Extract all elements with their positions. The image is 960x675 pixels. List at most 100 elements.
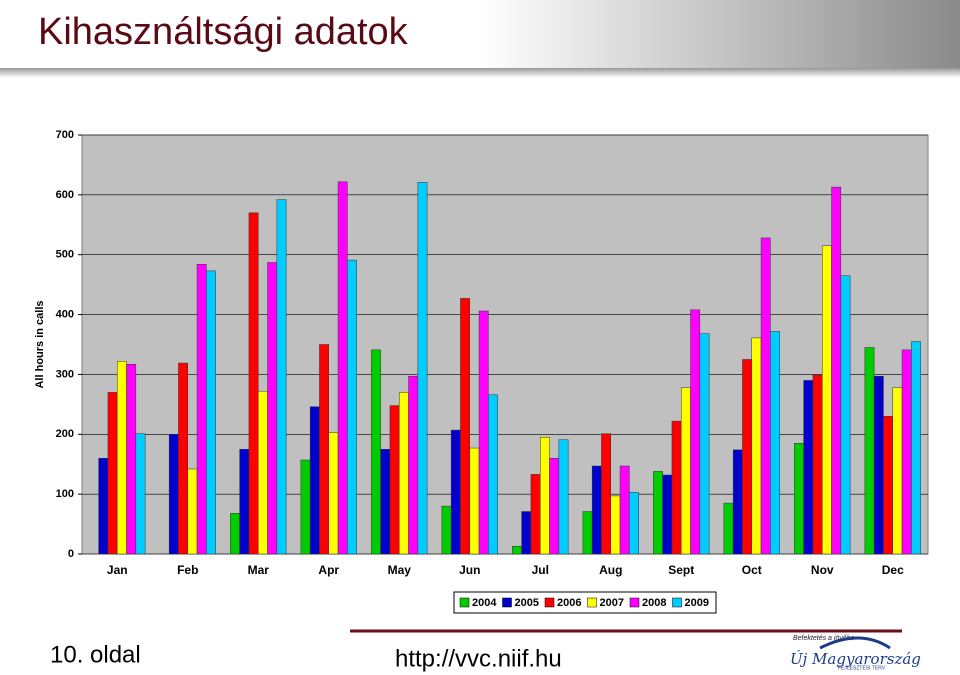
legend-label: 2007 [600,597,624,609]
x-tick-label: Feb [177,563,198,577]
bar [319,344,330,555]
bar [610,495,621,555]
bar [196,264,207,555]
bar [751,337,762,555]
bar [629,492,639,555]
bar [460,298,471,555]
legend-swatch [459,597,470,608]
bar [549,457,560,555]
bar [469,447,480,555]
bar [742,359,753,555]
bar [540,437,550,555]
bar [864,347,875,555]
bar [770,331,780,555]
legend-swatch [502,597,512,608]
logo-name: Új Magyarország [790,650,921,668]
bar [883,416,894,555]
legend-label: 2009 [685,597,709,609]
bar [408,375,419,555]
bar [488,394,498,555]
bar [892,387,903,555]
bar [230,513,240,555]
bar [187,468,198,555]
legend-label: 2004 [472,597,497,609]
bar [248,212,259,555]
x-tick-label: Nov [811,563,834,577]
bar [276,199,287,555]
header-band [0,0,960,68]
bar [328,432,339,555]
chart: All hours in calls 0 100 200 300 400 500 600 700… [34,129,929,614]
bar [450,429,461,555]
bar [760,237,771,555]
bar [417,182,428,555]
legend-box [453,591,717,614]
bar [840,275,851,555]
logo-tagline: Befektetés a jövőbe [793,635,855,642]
logo: Befektetés a jövőbe Új Magyarország FEJL… [790,635,921,671]
bar [901,349,912,555]
bar [178,362,188,555]
bar [662,474,673,555]
x-tick-label: Sept [668,563,694,577]
bar [822,245,832,555]
bar [347,259,357,555]
header-shadow [0,68,960,78]
y-tick-label: 0 [68,548,74,560]
bar [441,505,452,555]
footer-url: http://vvc.niif.hu [395,645,562,672]
logo-subtitle: FEJLESZTÉSI TERV [838,664,886,671]
bar [98,457,109,555]
bar [732,449,743,555]
bar [521,511,532,555]
bar [117,361,127,555]
bar [267,262,278,555]
bar [601,433,612,555]
y-tick-label: 600 [56,189,74,201]
bar [389,405,400,555]
legend-swatch [587,597,597,608]
bar [653,471,663,555]
bar [530,474,541,555]
bar [911,341,921,555]
legend-swatch [544,597,555,608]
x-tick-label: Jul [532,563,549,577]
bar [723,502,734,555]
legend-label: 2005 [515,597,539,609]
bar [258,390,268,555]
bar [239,449,250,555]
bar [681,387,691,555]
bar [619,465,630,555]
x-tick-label: Aug [599,563,622,577]
page-number: 10. oldal [50,641,141,668]
bar [168,434,179,555]
bar [690,309,701,555]
bar [831,186,842,555]
legend-label: 2006 [557,597,581,609]
bar [873,375,884,555]
bar [107,392,118,555]
y-tick-label: 100 [56,488,74,500]
y-tick-label: 300 [56,368,74,380]
bar [371,349,381,555]
bar [337,181,348,555]
bar [803,380,814,555]
slide-title: Kihasználtsági adatok [38,11,409,53]
bar [478,310,489,555]
legend-label: 2008 [642,597,666,609]
x-tick-label: Oct [742,563,762,577]
x-tick-label: May [388,563,412,577]
y-tick-label: 400 [56,308,74,320]
bar [300,459,311,555]
bar [582,511,593,555]
y-axis-label: All hours in calls [34,300,46,388]
logo-arc [819,636,891,650]
y-tick-label: 500 [56,249,74,261]
bar [206,270,216,555]
x-tick-label: Apr [318,563,339,577]
bar [794,443,804,555]
bar [126,364,137,555]
legend-swatch [672,597,682,608]
